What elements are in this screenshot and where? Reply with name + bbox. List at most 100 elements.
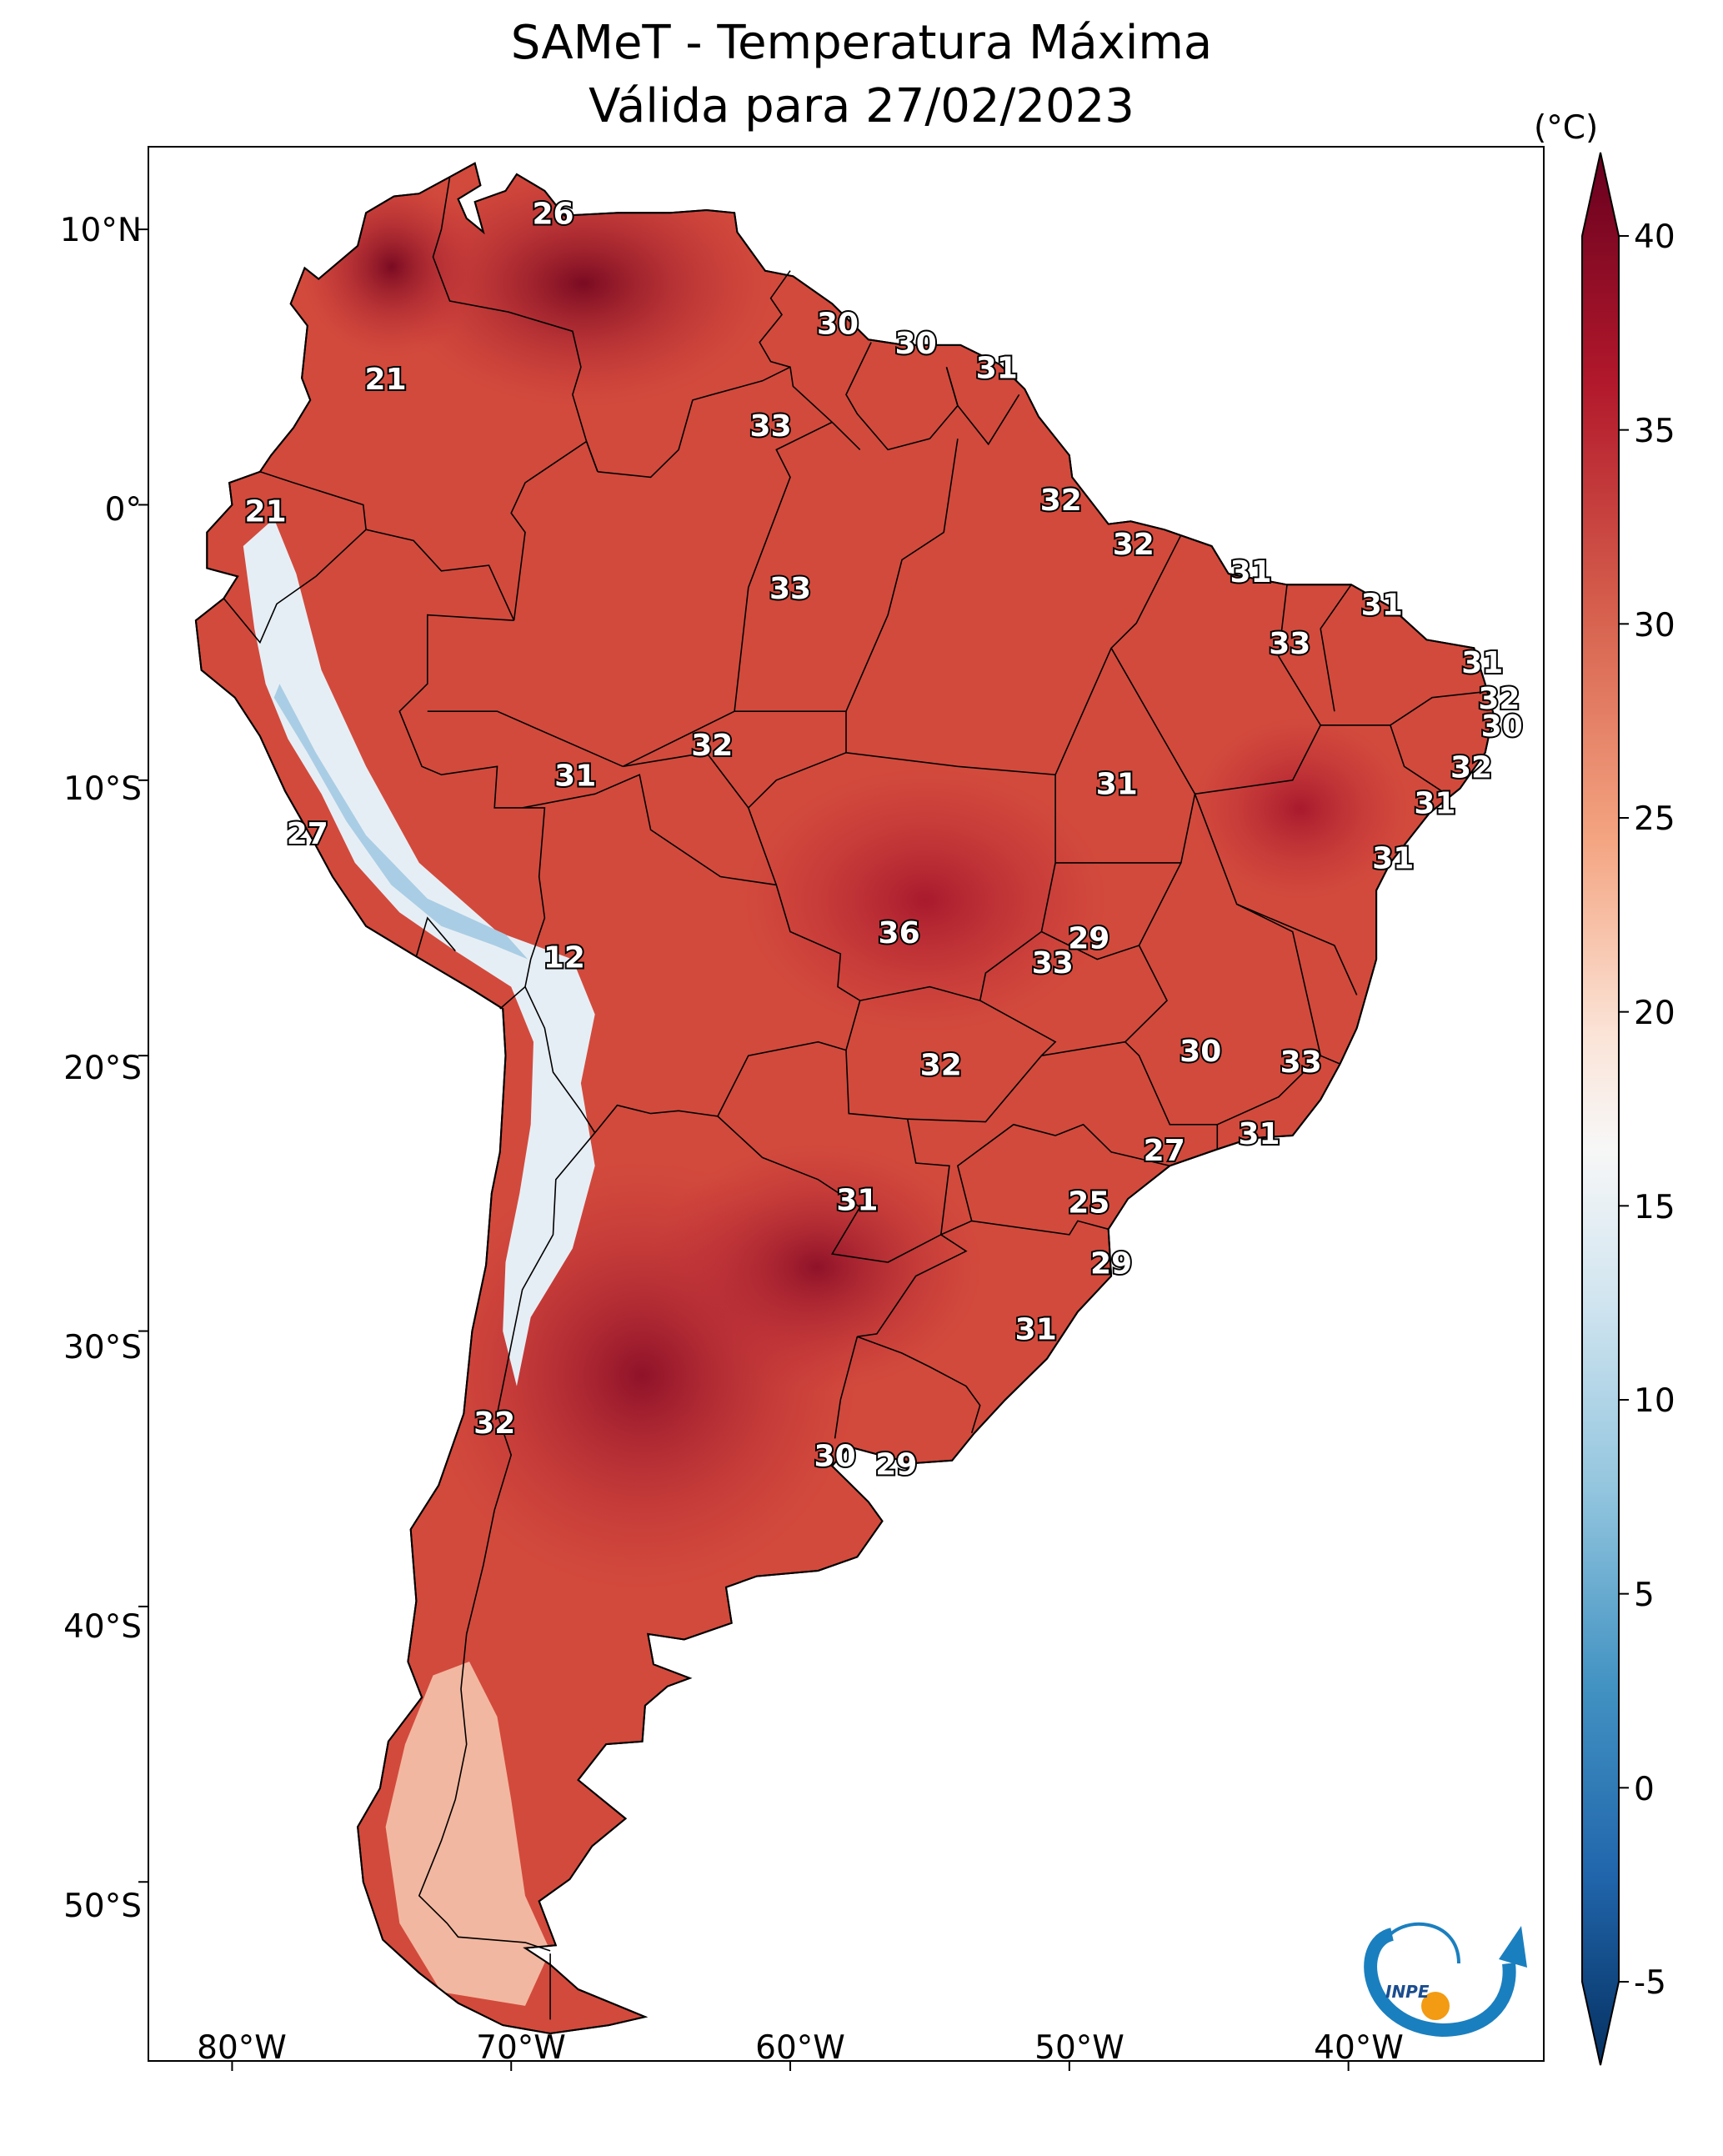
country-state-border: [594, 1040, 847, 1134]
political-borders: [223, 177, 1483, 2020]
country-state-border: [1320, 691, 1483, 726]
lon-tick-40w: 40°W: [1314, 2029, 1404, 2067]
hot-spot-mato-grosso: [742, 767, 1109, 1034]
station-value-label: 27: [1144, 1134, 1185, 1168]
country-state-border: [834, 1336, 859, 1439]
station-value-label: 31: [554, 760, 596, 794]
station-value-label: 31: [836, 1183, 878, 1217]
inpe-logo: INPE: [1364, 1922, 1527, 2038]
station-value-label: 31: [1096, 767, 1138, 801]
lat-tick-10s: 10°S: [63, 770, 142, 808]
country-state-border: [622, 710, 847, 768]
country-state-border: [524, 986, 596, 1134]
country-state-border: [945, 367, 1020, 446]
country-state-border: [1054, 534, 1182, 775]
colorbar-tick-35: 35: [1634, 413, 1675, 450]
station-value-label: 26: [532, 198, 573, 232]
station-value-label: 25: [1068, 1186, 1109, 1221]
hot-spot-chaco: [650, 1142, 984, 1392]
country-state-border: [857, 1234, 968, 1337]
station-value-label: 31: [1230, 555, 1271, 589]
country-state-border: [1320, 584, 1352, 712]
map-frame: [148, 146, 1545, 2062]
station-value-label: 21: [245, 494, 287, 529]
colorbar: [1581, 152, 1629, 2066]
country-state-border: [1236, 903, 1340, 1065]
station-value-label: 31: [976, 352, 1018, 386]
station-value-label: 29: [1090, 1246, 1132, 1281]
country-state-border: [759, 270, 861, 450]
colorbar-tick-20: 20: [1634, 995, 1675, 1032]
station-value-label: 33: [1280, 1045, 1322, 1080]
station-value-label: 32: [1450, 751, 1492, 785]
station-value-label: 30: [1180, 1035, 1221, 1069]
station-value-label: 29: [1068, 921, 1109, 955]
colorbar-bar: [1581, 152, 1620, 2066]
station-value-label: 32: [691, 729, 733, 763]
station-value-label: 27: [287, 817, 328, 851]
lat-tick-20s: 20°S: [63, 1050, 142, 1087]
chart-title-line1: SAMeT - Temperatura Máxima: [510, 16, 1213, 70]
country-state-border: [1055, 647, 1196, 864]
country-state-border: [940, 1220, 1109, 1236]
colorbar-unit: (°C): [1534, 109, 1599, 147]
lat-tick-0: 0°: [104, 491, 142, 529]
station-value-label: 31: [1361, 589, 1403, 623]
country-state-border: [956, 1123, 1170, 1221]
station-value-label: 33: [750, 409, 792, 444]
country-state-border: [1124, 1041, 1321, 1126]
station-value-label: 31: [1372, 842, 1414, 876]
country-state-border: [1041, 945, 1168, 1056]
chart-title-line2: Válida para 27/02/2023: [589, 79, 1134, 133]
andes-cold-band: [243, 519, 595, 1386]
colorbar-tick-25: 25: [1634, 800, 1675, 838]
station-value-label: 32: [1040, 484, 1082, 518]
station-value-label: 33: [1269, 627, 1310, 661]
colorbar-tick-40: 40: [1634, 218, 1675, 256]
country-state-border: [418, 1132, 596, 1952]
lat-tick-10n: 10°N: [59, 212, 142, 249]
country-state-border: [857, 1336, 981, 1434]
station-value-label: 36: [879, 916, 920, 950]
lat-tick-50s: 50°S: [63, 1888, 142, 1925]
hot-spot-bahia: [1192, 717, 1409, 900]
colorbar-tick-0: 0: [1634, 1771, 1655, 1808]
station-value-label: 12: [543, 941, 585, 975]
lon-tick-60w: 60°W: [755, 2029, 845, 2067]
station-value-label: 32: [473, 1406, 515, 1441]
country-state-border: [1390, 725, 1447, 795]
colorbar-tick-15: 15: [1634, 1189, 1675, 1226]
patagonia-mild-area: [385, 1662, 551, 2006]
lon-tick-50w: 50°W: [1034, 2029, 1124, 2067]
country-state-border: [398, 614, 523, 809]
lon-tick-70w: 70°W: [476, 2029, 566, 2067]
station-value-label: 30: [817, 308, 859, 342]
station-value-label: 32: [920, 1048, 962, 1082]
country-state-border: [1194, 794, 1358, 995]
continent-land: [194, 162, 1495, 2035]
station-value-label: 31: [1238, 1117, 1280, 1151]
colorbar-tick-10: 10: [1634, 1382, 1675, 1420]
country-state-border: [365, 529, 515, 621]
country-state-border: [734, 421, 833, 712]
country-state-border: [223, 471, 367, 644]
country-state-border: [747, 751, 1056, 932]
country-state-border: [597, 366, 791, 479]
country-state-border: [510, 440, 599, 621]
station-value-label: 21: [365, 363, 407, 397]
station-value-label: 32: [1478, 682, 1520, 716]
station-value-label: 31: [1015, 1313, 1057, 1347]
station-value-label: 30: [1481, 709, 1523, 744]
station-value-label: 29: [875, 1447, 917, 1482]
country-state-border: [623, 751, 749, 809]
station-value-label: 30: [814, 1440, 856, 1474]
coastline: [194, 162, 1495, 2035]
country-state-border: [427, 710, 624, 768]
station-value-label: 33: [769, 572, 811, 606]
hot-spot-venezuela: [392, 163, 775, 409]
station-value-label: 30: [895, 327, 937, 361]
country-state-border: [432, 177, 599, 473]
lat-tick-40s: 40°S: [63, 1608, 142, 1646]
